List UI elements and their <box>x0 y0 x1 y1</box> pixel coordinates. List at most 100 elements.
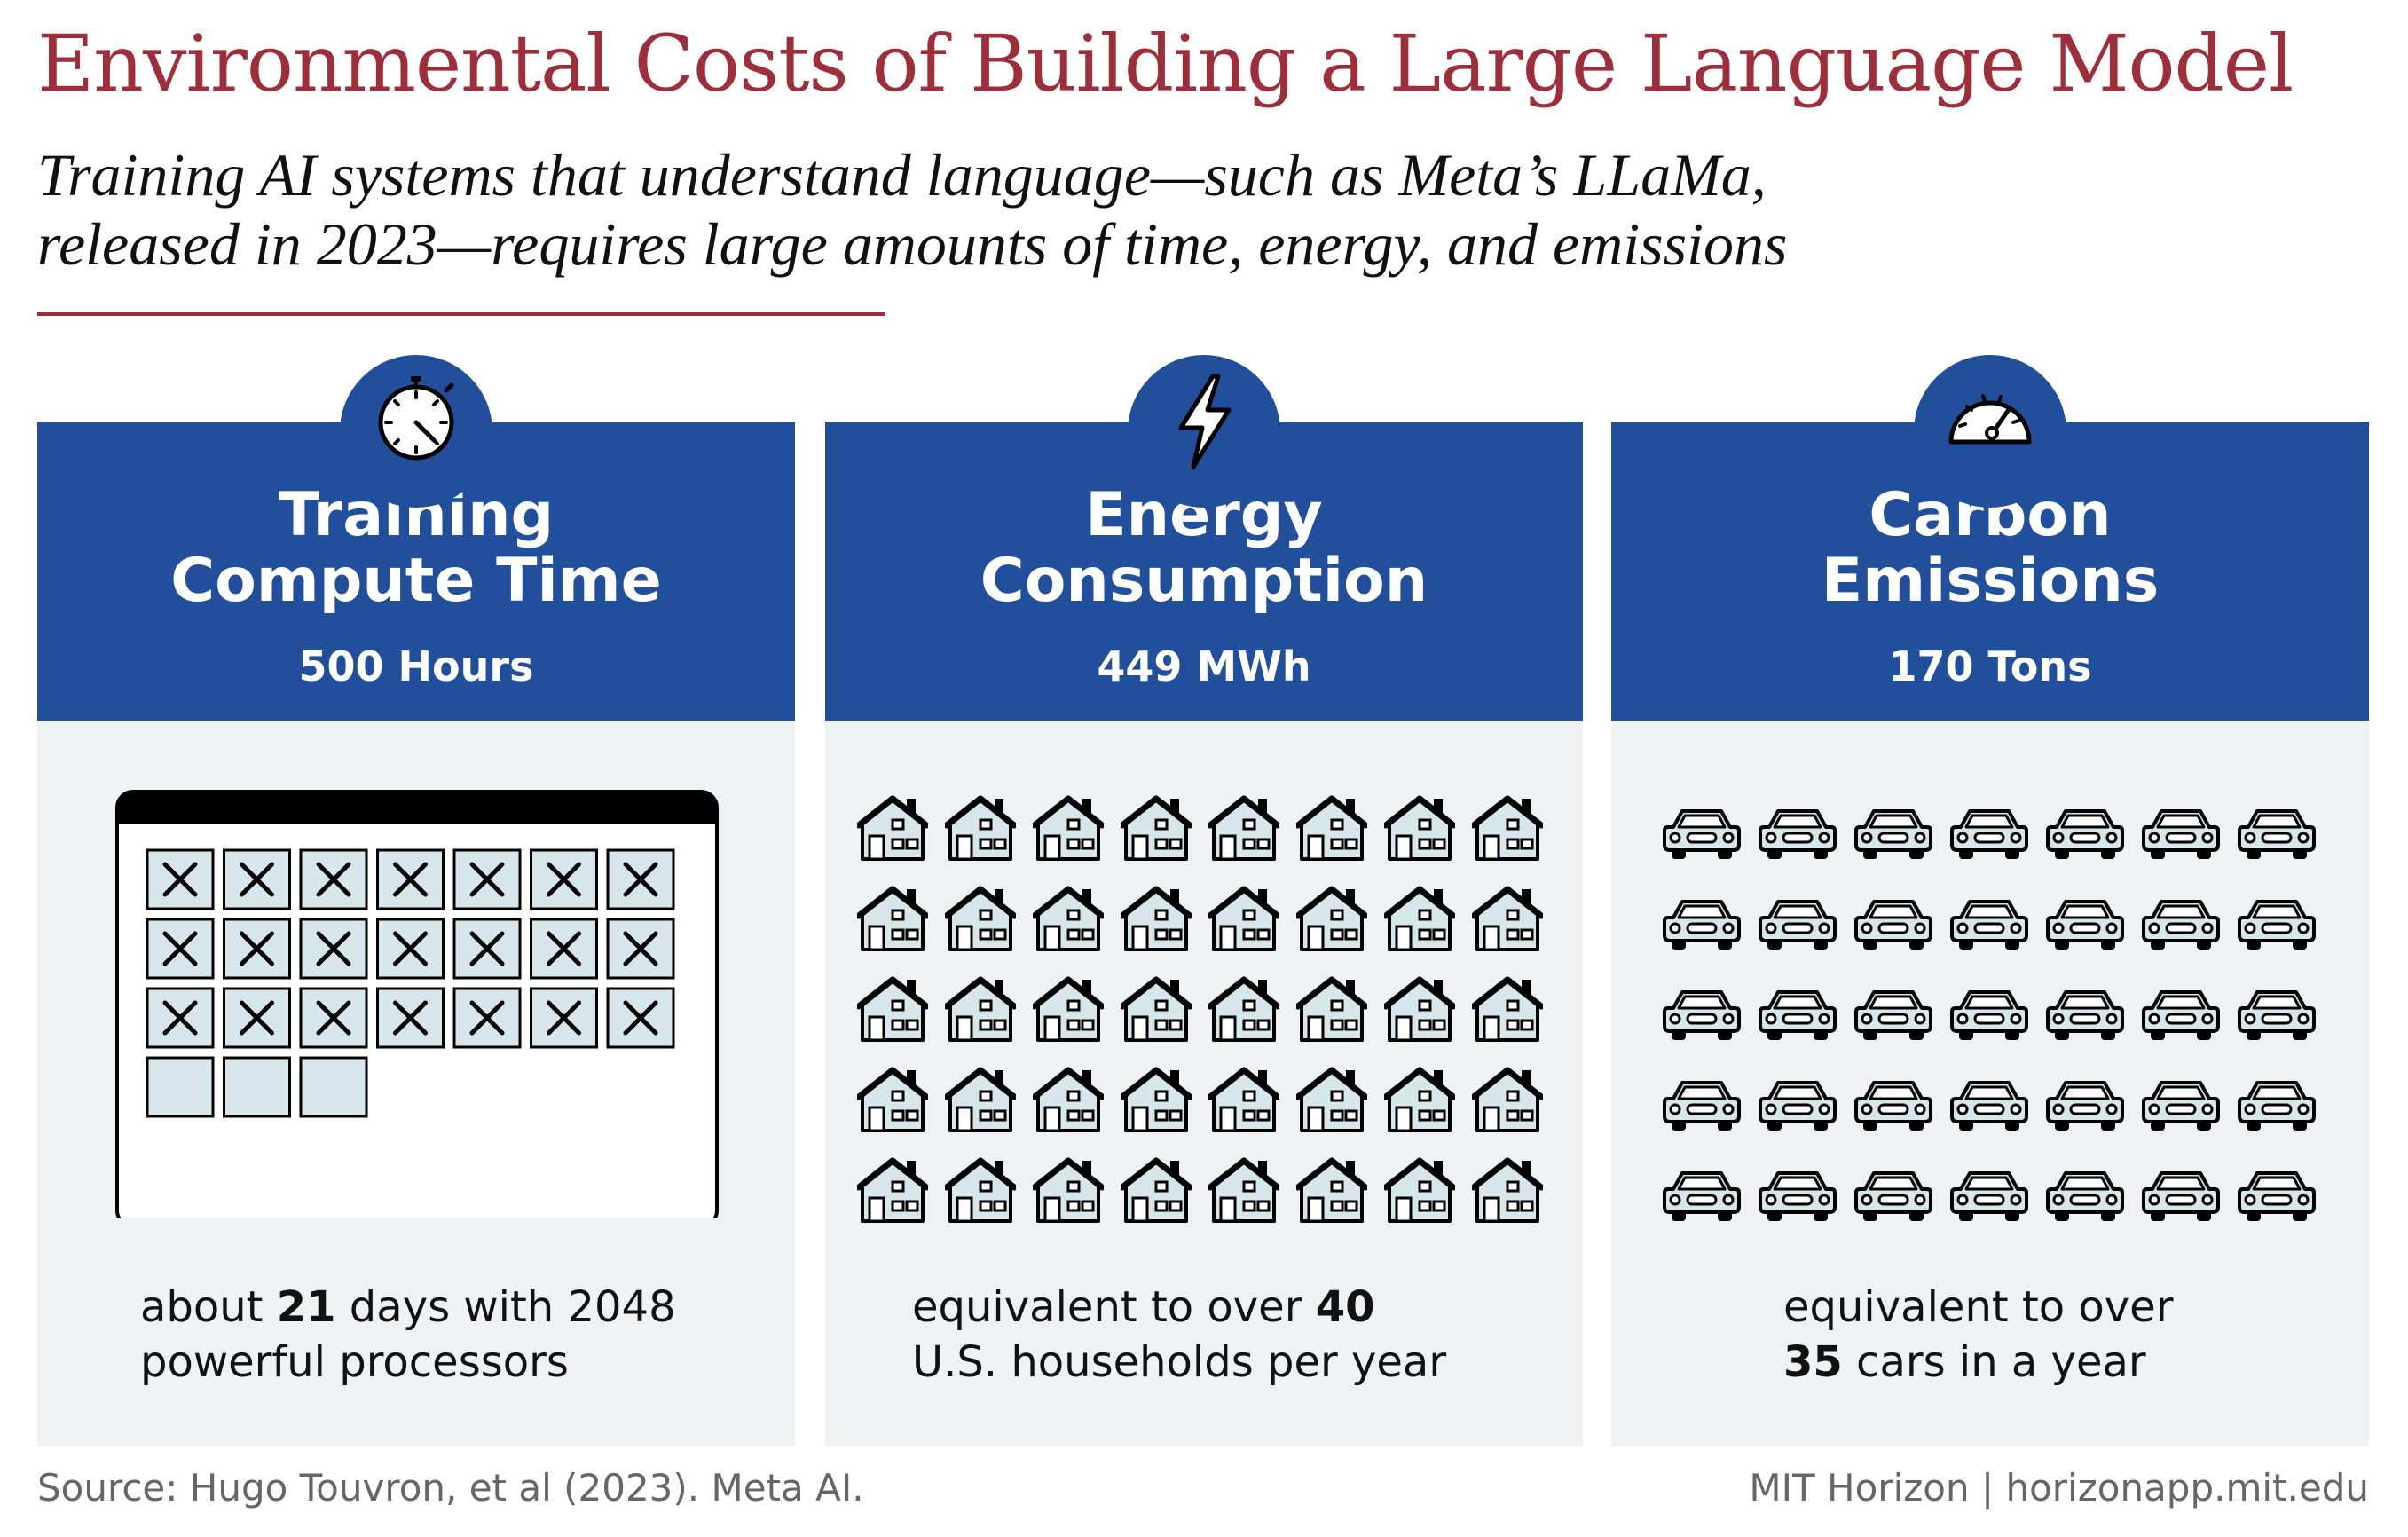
calendar-day-cell <box>452 848 522 910</box>
calendar-day-cell <box>376 987 445 1049</box>
car-icon <box>1950 990 2028 1040</box>
car-icon <box>1854 900 1932 950</box>
calendar-day-cell <box>606 987 675 1049</box>
car-icon <box>2046 809 2124 859</box>
panel-energy-consumption: Energy Consumption 449 MWh equivalent to… <box>825 355 1583 1446</box>
cross-mark-icon <box>393 862 428 897</box>
car-icon <box>2142 1171 2220 1221</box>
lightning-bolt-icon <box>1128 355 1280 508</box>
house-icon <box>1296 1067 1367 1132</box>
car-icon <box>1759 900 1837 950</box>
cross-mark-icon <box>162 862 198 897</box>
house-icon <box>857 976 928 1042</box>
house-icon <box>1208 795 1279 861</box>
cross-mark-icon <box>623 931 658 966</box>
car-icon <box>1759 990 1837 1040</box>
house-icon <box>857 886 928 951</box>
car-icon <box>1759 1081 1837 1131</box>
cross-mark-icon <box>162 931 198 966</box>
cross-mark-icon <box>469 931 505 966</box>
house-icon <box>1296 976 1367 1042</box>
title-divider <box>37 312 885 316</box>
cross-mark-icon <box>240 1000 274 1036</box>
calendar-day-cell <box>452 918 522 980</box>
house-icon <box>1033 795 1104 861</box>
house-icon <box>1208 1067 1279 1132</box>
house-icon <box>1033 886 1104 951</box>
house-icon <box>857 1157 928 1223</box>
car-icon <box>1950 809 2028 859</box>
panel-body: equivalent to over 35 cars in a year <box>1611 721 2369 1446</box>
calendar-day-cell <box>299 918 368 980</box>
cross-mark-icon <box>240 862 274 897</box>
car-icon <box>1759 1171 1837 1221</box>
house-icon <box>857 795 928 861</box>
calendar-day-cell <box>146 1056 215 1118</box>
panel-caption: about 21 days with 2048 powerful process… <box>140 1282 676 1387</box>
cross-mark-icon <box>316 1000 351 1036</box>
car-icon <box>2046 1081 2124 1131</box>
house-icon <box>1384 886 1455 951</box>
panel-training-compute-time: Training Compute Time 500 Hours <box>37 355 795 1446</box>
car-icon <box>1663 990 1741 1040</box>
panel-caption: equivalent to over 35 cars in a year <box>1783 1282 2174 1387</box>
house-icon <box>1384 976 1455 1042</box>
panel-carbon-emissions: Carbon Emissions 170 Tons equivalent to … <box>1611 355 2369 1446</box>
house-icon <box>1121 976 1192 1042</box>
car-icon <box>1663 900 1741 950</box>
house-icon <box>945 1067 1016 1132</box>
panel-caption: equivalent to over 40 U.S. households pe… <box>912 1282 1447 1387</box>
calendar-day-cell <box>530 848 598 910</box>
car-icon <box>1854 990 1932 1040</box>
house-icon <box>1121 795 1192 861</box>
calendar-day-cell <box>530 987 598 1049</box>
house-icon <box>1384 1157 1455 1223</box>
house-icon <box>1296 886 1367 951</box>
cross-mark-icon <box>469 1000 505 1036</box>
panel-value: 170 Tons <box>1888 642 2092 690</box>
house-icon <box>1472 1067 1543 1132</box>
car-icon <box>2238 990 2316 1040</box>
calendar-day-cell <box>606 918 675 980</box>
house-icon <box>1033 976 1104 1042</box>
calendar-day-cell <box>223 848 291 910</box>
car-icon <box>1950 1171 2028 1221</box>
credit-link[interactable]: MIT Horizon | horizonapp.mit.edu <box>1749 1466 2369 1509</box>
subtitle-line-1: Training AI systems that understand lang… <box>37 141 1767 209</box>
calendar-day-cell <box>299 848 368 910</box>
calendar-day-cell <box>299 1056 368 1118</box>
car-icon <box>2142 900 2220 950</box>
house-icon <box>1121 1157 1192 1223</box>
house-icon <box>945 976 1016 1042</box>
car-icon <box>1663 1171 1741 1221</box>
cross-mark-icon <box>393 1000 428 1036</box>
panel-value: 449 MWh <box>1097 642 1311 690</box>
car-icon <box>1854 1081 1932 1131</box>
panel-title: Carbon Emissions <box>1821 480 2160 616</box>
calendar-icon <box>115 790 719 1218</box>
cross-mark-icon <box>316 862 351 897</box>
cross-mark-icon <box>623 1000 658 1036</box>
house-icon <box>1208 886 1279 951</box>
household-pictogram-grid <box>825 721 1583 1223</box>
house-icon <box>1121 1067 1192 1132</box>
house-icon <box>1208 976 1279 1042</box>
car-icon <box>1950 900 2028 950</box>
source-citation: Source: Hugo Touvron, et al (2023). Meta… <box>37 1466 864 1509</box>
house-icon <box>1296 795 1367 861</box>
house-icon <box>945 1157 1016 1223</box>
house-icon <box>1472 976 1543 1042</box>
speedometer-icon <box>1914 355 2066 508</box>
house-icon <box>1296 1157 1367 1223</box>
car-pictogram-grid <box>1611 721 2369 1221</box>
calendar-day-cell <box>606 848 675 910</box>
cross-mark-icon <box>240 931 274 966</box>
car-icon <box>2046 900 2124 950</box>
cross-mark-icon <box>393 931 428 966</box>
panel-body: about 21 days with 2048 powerful process… <box>37 721 795 1446</box>
calendar-day-cell <box>223 987 291 1049</box>
car-icon <box>2142 1081 2220 1131</box>
car-icon <box>1663 809 1741 859</box>
car-icon <box>2238 809 2316 859</box>
car-icon <box>2046 1171 2124 1221</box>
